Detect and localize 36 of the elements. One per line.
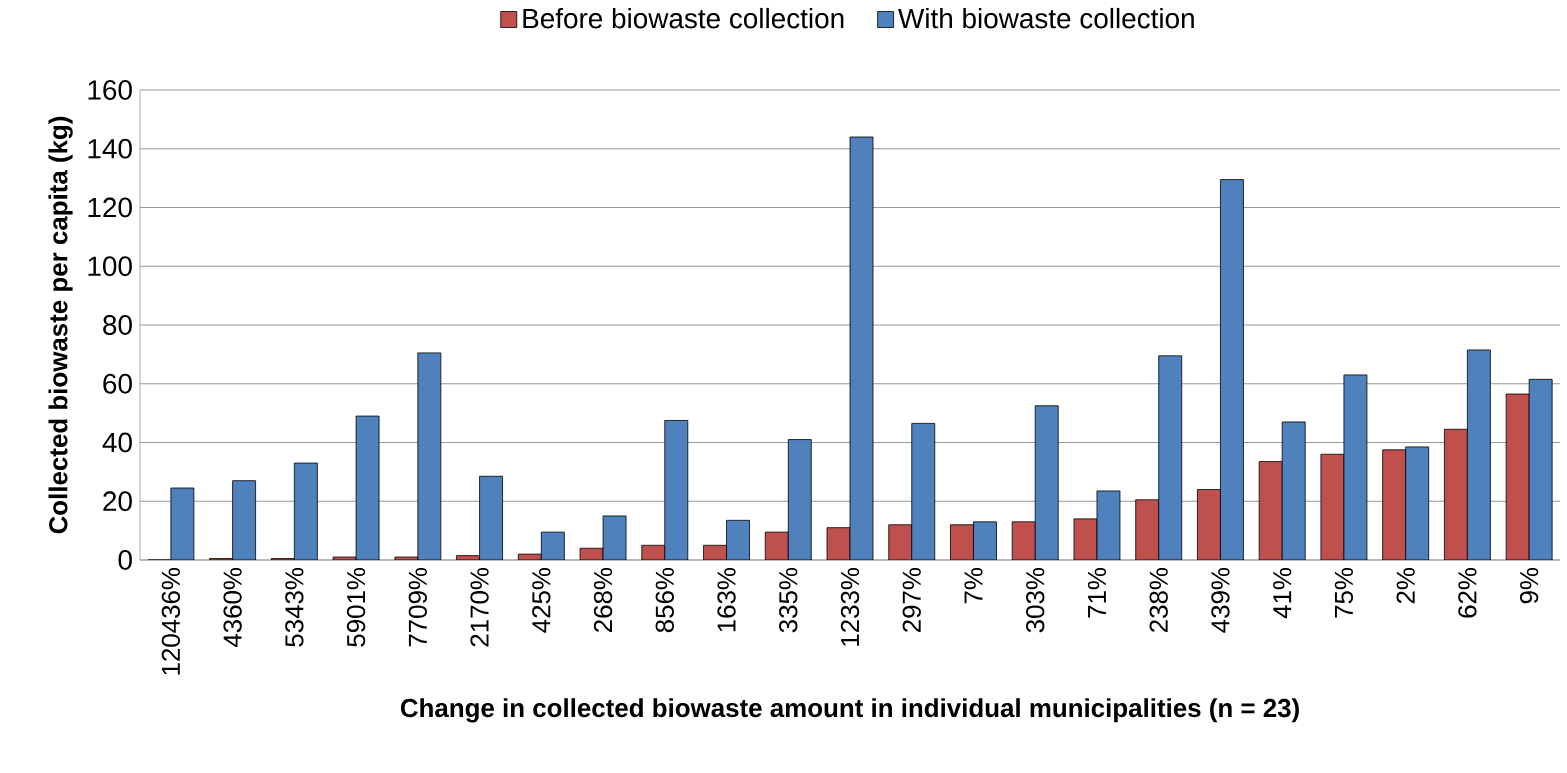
y-axis-title: Collected biowaste per capita (kg): [48, 116, 73, 534]
x-tick-label: 268%: [593, 567, 613, 632]
x-tick-label: 4360%: [223, 567, 242, 648]
x-tick-label: 71%: [1087, 567, 1107, 618]
x-tick-label: 163%: [717, 567, 736, 632]
x-tick-label: 9%: [1519, 567, 1539, 604]
y-tick-label: 40: [102, 432, 132, 453]
y-tick-label: 80: [103, 315, 132, 335]
x-tick-label: 1233%: [840, 567, 860, 646]
x-tick-label: 2%: [1396, 567, 1415, 604]
x-tick-label: 120436%: [161, 567, 181, 675]
x-tick-label: 2170%: [470, 567, 489, 647]
x-tick-label: 439%: [1211, 567, 1230, 633]
legend-label: With biowaste collection: [898, 7, 1194, 29]
x-tick-label: 297%: [902, 567, 921, 632]
x-tick-label: 7%: [964, 567, 983, 604]
y-tick-label: 0: [118, 550, 132, 570]
y-tick-label: 100: [88, 256, 132, 277]
y-tick-label: 60: [103, 373, 132, 394]
x-tick-label: 62%: [1458, 567, 1477, 618]
y-tick-label: 120: [88, 197, 132, 218]
y-tick-label: 20: [103, 491, 132, 512]
y-tick-label: 160: [88, 80, 132, 100]
y-tick-label: 140: [88, 138, 132, 159]
x-tick-label: 856%: [655, 567, 674, 633]
x-tick-label: 238%: [1149, 567, 1168, 632]
x-tick-label: 7709%: [408, 567, 427, 647]
x-tick-label: 5343%: [285, 567, 304, 647]
x-tick-label: 303%: [1026, 567, 1045, 633]
x-tick-label: 41%: [1273, 567, 1292, 619]
x-tick-label: 75%: [1334, 567, 1354, 618]
x-tick-label: 425%: [532, 567, 551, 633]
legend-label: Before biowaste collection: [523, 7, 844, 29]
x-axis-title: Change in collected biowaste amount in individual municipalities (n = 23): [400, 698, 1299, 723]
x-tick-label: 335%: [779, 567, 798, 633]
x-tick-label: 5901%: [346, 567, 366, 647]
